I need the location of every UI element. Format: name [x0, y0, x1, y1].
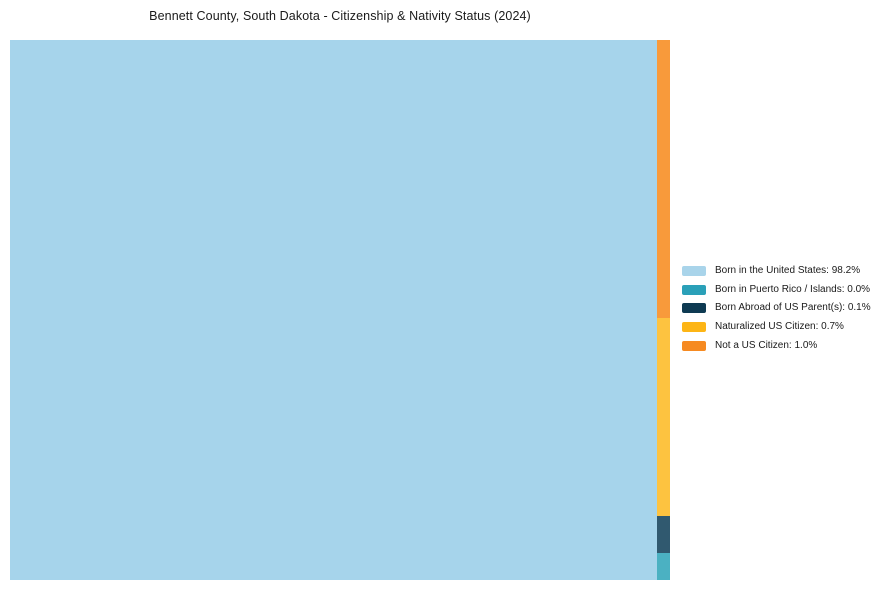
treemap-cell-born-in-us[interactable] — [10, 40, 657, 580]
legend-item-born-abroad-us-parents[interactable]: Born Abroad of US Parent(s): 0.1% — [682, 302, 871, 314]
treemap-cell-born-puerto-rico-islands[interactable] — [657, 553, 670, 580]
legend-swatch — [682, 322, 706, 333]
chart-title: Bennett County, South Dakota - Citizensh… — [149, 9, 531, 23]
treemap-plot-area — [10, 40, 670, 580]
legend-label: Born Abroad of US Parent(s): 0.1% — [715, 302, 871, 314]
legend-swatch — [682, 340, 706, 351]
legend-label: Naturalized US Citizen: 0.7% — [715, 321, 844, 333]
treemap-cell-naturalized-citizen[interactable] — [657, 318, 670, 516]
legend-label: Born in Puerto Rico / Islands: 0.0% — [715, 283, 871, 295]
legend-item-naturalized-citizen[interactable]: Naturalized US Citizen: 0.7% — [682, 321, 871, 333]
legend-swatch — [682, 284, 706, 295]
legend-label: Born in the United States: 98.2% — [715, 265, 861, 276]
treemap-cell-born-abroad-us-parents[interactable] — [657, 516, 670, 553]
treemap-cell-not-us-citizen[interactable] — [657, 40, 670, 318]
legend: Born in the United States: 98.2% Born in… — [682, 266, 871, 351]
legend-item-born-in-us[interactable]: Born in the United States: 98.2% — [682, 266, 871, 276]
legend-item-not-us-citizen[interactable]: Not a US Citizen: 1.0% — [682, 339, 871, 351]
legend-swatch — [682, 266, 706, 276]
legend-label: Not a US Citizen: 1.0% — [715, 339, 818, 351]
legend-swatch — [682, 303, 706, 314]
legend-item-born-puerto-rico-islands[interactable]: Born in Puerto Rico / Islands: 0.0% — [682, 283, 871, 295]
